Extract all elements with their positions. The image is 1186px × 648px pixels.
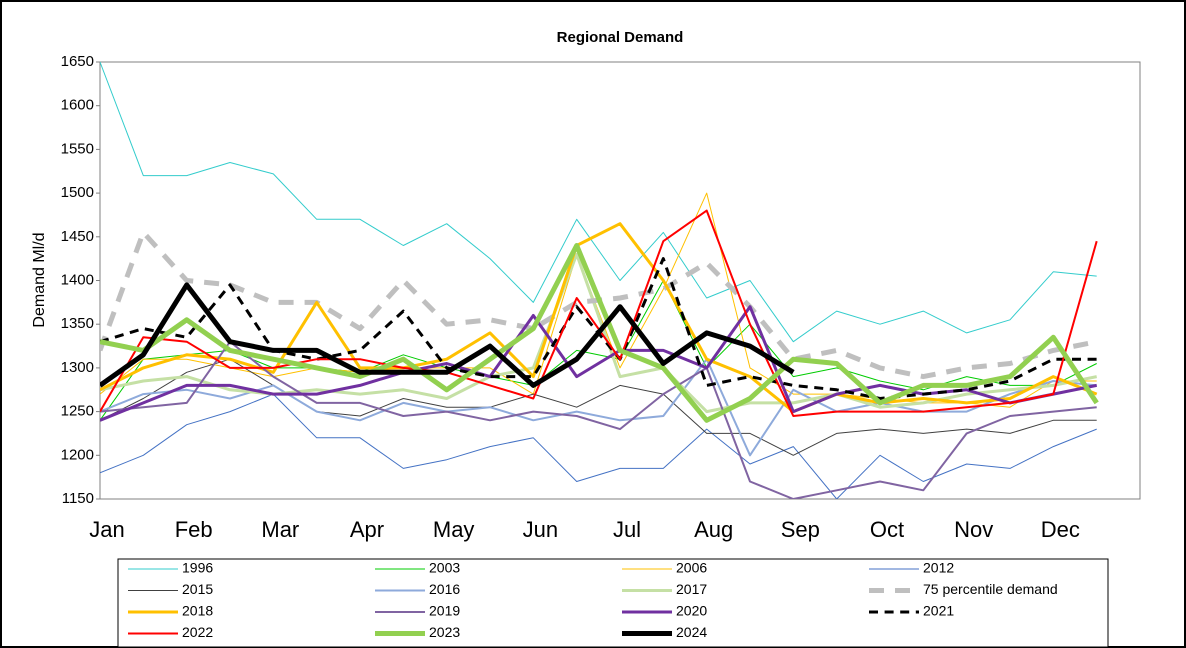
x-tick-label: Nov [954, 517, 993, 542]
y-tick-label: 1650 [61, 53, 94, 70]
x-tick-label: Jul [613, 517, 641, 542]
chart-title: Regional Demand [557, 29, 684, 46]
legend-label: 1996 [182, 560, 213, 576]
y-tick-label: 1200 [61, 446, 94, 463]
legend-label: 2024 [676, 624, 707, 640]
legend-label: 2020 [676, 603, 707, 619]
series-line [100, 243, 1099, 423]
series-line [100, 61, 1097, 343]
y-tick-label: 1300 [61, 359, 94, 376]
x-tick-label: Jun [523, 517, 558, 542]
x-tick-label: Jan [89, 517, 124, 542]
legend-label: 2021 [923, 603, 954, 619]
legend-label: 75 percentile demand [923, 581, 1058, 597]
y-tick-label: 1450 [61, 228, 94, 245]
legend [117, 558, 1109, 648]
series-line [100, 282, 795, 388]
x-tick-label: Apr [350, 517, 384, 542]
legend-label: 2022 [182, 624, 213, 640]
y-axis-label: Demand Ml/d [31, 232, 48, 327]
x-tick-label: Aug [694, 517, 733, 542]
legend-label: 2016 [429, 581, 460, 597]
y-tick-label: 1550 [61, 140, 94, 157]
series-line [100, 340, 1097, 499]
legend-label: 2019 [429, 603, 460, 619]
y-tick-label: 1500 [61, 184, 94, 201]
x-tick-label: Sep [781, 517, 820, 542]
series-line [100, 393, 1097, 499]
x-tick-label: Feb [175, 517, 213, 542]
y-tick-label: 1150 [62, 490, 94, 507]
x-tick-label: Dec [1041, 517, 1080, 542]
y-tick-label: 1350 [61, 315, 94, 332]
y-tick-label: 1400 [61, 271, 94, 288]
y-tick-label: 1250 [61, 403, 94, 420]
series-line [100, 358, 1097, 456]
x-tick-label: Mar [261, 517, 299, 542]
x-tick-label: Oct [870, 517, 904, 542]
legend-label: 2003 [429, 560, 460, 576]
legend-label: 2006 [676, 560, 707, 576]
x-tick-label: May [433, 517, 475, 542]
legend-label: 2017 [676, 581, 707, 597]
legend-label: 2023 [429, 624, 460, 640]
legend-label: 2018 [182, 603, 213, 619]
y-tick-label: 1600 [61, 97, 94, 114]
series-line [100, 209, 1098, 417]
legend-label: 2012 [923, 560, 954, 576]
legend-label: 2015 [182, 581, 213, 597]
